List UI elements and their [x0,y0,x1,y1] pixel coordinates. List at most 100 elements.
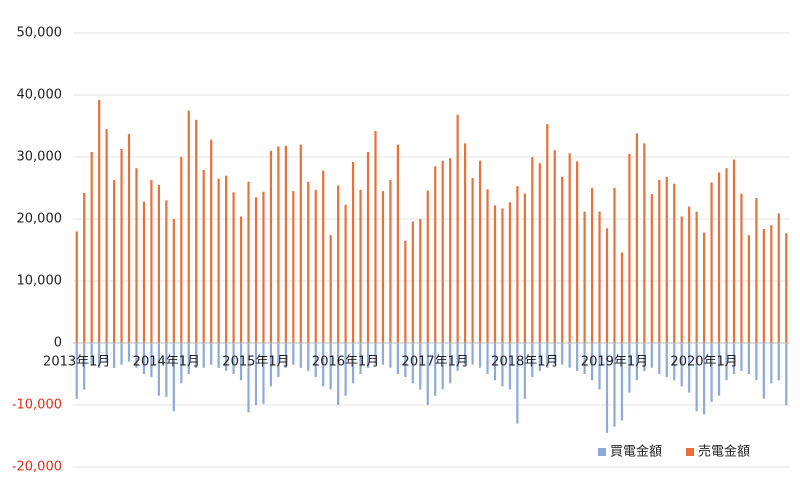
bar [75,343,78,399]
bar [120,148,123,343]
bar [605,343,609,433]
bar [635,133,638,343]
bar [688,343,691,393]
bar [658,343,661,374]
bar [98,99,101,344]
bar [239,343,243,381]
bar [732,343,736,374]
bar [523,343,526,399]
bar [434,343,437,396]
bar [187,343,190,374]
bar [516,186,519,343]
bar [635,343,638,381]
bar [658,179,661,343]
bar [284,145,287,343]
legend-swatch [598,448,606,456]
bar [254,197,258,343]
bar [359,343,362,374]
bar [576,161,579,343]
bar [202,343,205,368]
bar [98,343,101,368]
bar [374,343,377,365]
bar [105,129,108,343]
bar [75,231,78,343]
bar [195,119,198,343]
bar [695,211,698,343]
bar [628,153,631,343]
bar [217,343,220,368]
bar [374,130,377,343]
bar [142,343,146,374]
bar [747,235,751,343]
bar [561,176,564,343]
bar [172,219,175,343]
bar [262,191,265,343]
bar [650,343,653,368]
y-tick-label: -20,000 [12,460,62,475]
legend-swatch [686,448,695,456]
bar [725,343,728,381]
bar [180,157,183,343]
bar [269,343,273,387]
bar [426,343,429,405]
bar [770,343,773,384]
bar [740,193,743,343]
bar [523,193,526,343]
bar [299,144,302,343]
bar [486,343,489,374]
bar [643,343,646,371]
bar [561,343,564,365]
bar [247,181,250,343]
bar [688,206,691,343]
bar [785,233,788,343]
bar [434,166,437,343]
bar [501,343,504,387]
bar [441,343,444,390]
bar [157,343,160,396]
bar [531,343,534,378]
bar [202,170,205,343]
x-tick-label: 2013年1月 [43,355,110,370]
bar [538,163,541,343]
bar [411,343,414,384]
bar [777,213,780,343]
bar [493,205,497,343]
bar [755,343,758,381]
bar [680,216,683,343]
bar [262,343,265,404]
bar [426,190,429,343]
bar [665,343,668,378]
bar [157,184,160,343]
bar [419,219,422,343]
bar [351,161,355,343]
x-tick-label: 2018年1月 [491,355,558,370]
bar [665,176,668,343]
bar [583,211,586,343]
y-tick-label: -10,000 [12,398,62,413]
bar [590,343,594,381]
bar [210,343,213,365]
bar [785,343,788,405]
bar [344,204,347,343]
bar [486,189,489,343]
bar [172,343,175,412]
bar [464,143,467,343]
bar [456,343,459,371]
bar [471,178,474,343]
bar [770,225,773,343]
bar [717,343,721,396]
bar [710,343,713,402]
bar [516,343,519,424]
bar [747,343,751,374]
bar [396,343,399,374]
bar [322,343,325,387]
bar [553,150,556,343]
x-tick-label: 2015年1月 [222,355,289,370]
bar [105,343,108,362]
bar [411,221,414,343]
bar [538,343,541,371]
bar [531,157,534,343]
bar [441,160,444,343]
bar [165,343,168,397]
